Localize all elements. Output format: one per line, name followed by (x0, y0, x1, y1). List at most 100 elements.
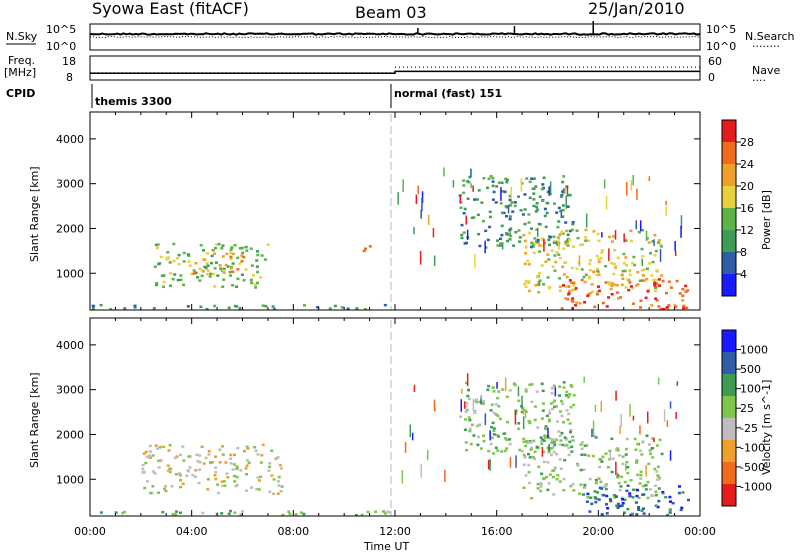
power-echo-cell (642, 268, 646, 271)
power-echo-cell (504, 177, 508, 181)
power-echo-cell (570, 289, 574, 292)
power-echo-cell (168, 261, 172, 264)
velocity-echo-cell (540, 417, 544, 420)
power-echo-cell (541, 244, 545, 248)
velocity-echo-streak (592, 420, 595, 435)
power-echo-cell (560, 193, 564, 197)
power-echo-cell (222, 267, 226, 271)
velocity-echo-cell (605, 503, 608, 506)
velocity-echo-cell (540, 382, 544, 386)
velocity-echo-streak (600, 401, 602, 413)
power-echo-cell (622, 252, 626, 256)
velocity-echo-streak (666, 420, 669, 427)
power-echo-cell (528, 180, 532, 184)
velocity-echo-cell (657, 487, 661, 490)
velocity-echo-cell (214, 477, 218, 481)
y-tick-label: 1000 (56, 267, 84, 280)
velocity-echo-cell (623, 480, 627, 484)
power-echo-cell (557, 253, 561, 256)
power-echo-cell (648, 262, 652, 265)
power-echo-streak (474, 254, 476, 268)
velocity-echo-cell (648, 449, 652, 452)
power-echo-cell (635, 284, 638, 287)
velocity-echo-cell (654, 504, 658, 507)
power-echo-cell (505, 215, 508, 218)
power-echo-cell (526, 259, 530, 263)
power-echo-cell (653, 281, 657, 285)
velocity-echo-cell (522, 486, 526, 489)
power-echo-cell (561, 265, 565, 269)
velocity-echo-cell (492, 411, 496, 415)
velocity-echo-cell (636, 488, 639, 492)
x-tick-label: 00:00 (684, 525, 716, 538)
power-echo-cell (530, 227, 533, 230)
power-echo-cell (633, 263, 637, 267)
velocity-echo-cell (472, 434, 476, 437)
power-echo-cell (615, 291, 619, 294)
power-echo-cell (527, 281, 531, 285)
velocity-echo-streak (647, 411, 649, 424)
velocity-echo-cell (468, 418, 472, 422)
power-echo-cell (566, 297, 570, 301)
power-echo-cell (214, 261, 218, 264)
power-echo-streak (501, 242, 504, 250)
power-echo-cell (653, 233, 657, 237)
power-echo-streak (432, 228, 435, 238)
velocity-echo-cell (591, 454, 595, 458)
power-echo-cell (555, 251, 559, 254)
velocity-echo-cell (528, 456, 532, 459)
velocity-echo-cell (496, 449, 500, 452)
power-echo-cell (658, 284, 661, 287)
velocity-echo-cell (616, 506, 620, 509)
velocity-echo-cell (146, 480, 149, 483)
power-echo-cell (548, 243, 552, 247)
power-echo-cell (535, 202, 539, 205)
power-echo-cell (217, 242, 221, 246)
velocity-echo-cell (162, 445, 166, 448)
velocity-echo-cell (560, 414, 564, 418)
power-echo-streak (630, 180, 633, 191)
velocity-echo-streak (444, 469, 446, 483)
power-echo-cell (538, 195, 542, 198)
velocity-echo-streak (460, 399, 462, 412)
velocity-echo-cell (654, 490, 658, 493)
power-echo-cell (241, 251, 245, 255)
velocity-echo-cell (481, 402, 485, 406)
power-echo-cell (607, 283, 611, 286)
power-echo-cell (647, 241, 651, 244)
power-echo-cell (514, 230, 518, 234)
velocity-echo-cell (503, 437, 507, 440)
velocity-echo-streak (619, 425, 621, 435)
velocity-echo-streak (547, 427, 549, 439)
velocity-echo-cell (468, 427, 472, 431)
colorbar-block (722, 462, 736, 484)
power-echo-cell (604, 265, 608, 268)
power-echo-cell (535, 228, 539, 231)
velocity-echo-cell (168, 467, 172, 471)
power-echo-cell (570, 266, 574, 270)
power-echo-cell (586, 239, 590, 243)
power-echo-cell (172, 259, 176, 263)
power-echo-cell (463, 242, 467, 245)
velocity-echo-cell (553, 438, 557, 441)
velocity-echo-cell (482, 439, 486, 443)
velocity-echo-cell (639, 449, 642, 452)
power-echo-cell (597, 257, 601, 261)
velocity-echo-cell (594, 500, 598, 504)
velocity-echo-cell (492, 452, 496, 455)
velocity-echo-cell (571, 483, 575, 486)
velocity-echo-cell (687, 498, 690, 502)
power-echo-cell (256, 281, 259, 285)
velocity-echo-cell (229, 457, 233, 461)
velocity-echo-cell (235, 467, 239, 471)
velocity-echo-cell (569, 484, 573, 488)
colorbar-block (722, 352, 736, 374)
power-echo-cell (229, 251, 233, 254)
velocity-echo-cell (225, 472, 229, 475)
power-xticks (89, 112, 701, 310)
power-cbar-blocks (722, 120, 736, 296)
colorbar-block (722, 230, 736, 252)
power-echo-cell (555, 243, 559, 246)
power-echo-cell (646, 267, 649, 270)
colorbar-tick-label: -100 (740, 441, 765, 454)
